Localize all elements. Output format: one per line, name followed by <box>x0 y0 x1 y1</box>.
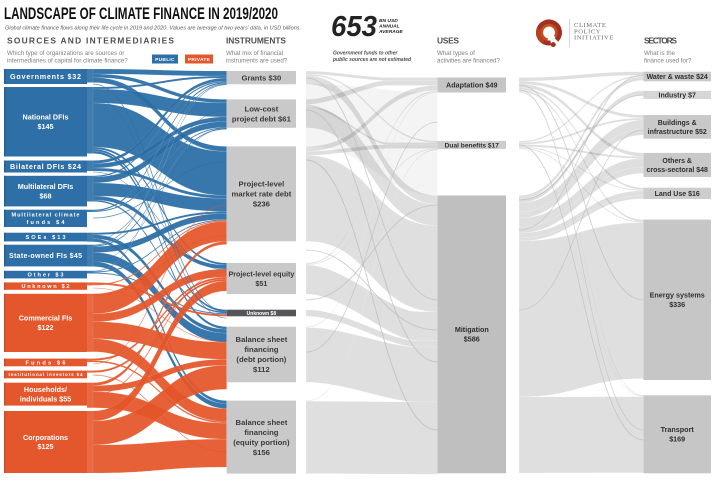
svg-text:project debt $61: project debt $61 <box>232 114 292 123</box>
svg-text:USES: USES <box>437 36 459 46</box>
svg-text:CLIMATE: CLIMATE <box>574 22 606 29</box>
svg-text:Buildings &: Buildings & <box>658 120 697 127</box>
svg-text:instruments are used?: instruments are used? <box>226 57 288 64</box>
svg-text:Project-level: Project-level <box>239 180 285 189</box>
svg-text:Unknown $2: Unknown $2 <box>22 284 70 290</box>
svg-text:Grants $30: Grants $30 <box>242 73 282 82</box>
svg-text:Adaptation $49: Adaptation $49 <box>446 81 498 90</box>
svg-text:Industry $7: Industry $7 <box>659 92 696 99</box>
svg-text:Low-cost: Low-cost <box>245 104 279 113</box>
svg-text:finance used for?: finance used for? <box>644 57 692 64</box>
svg-text:Others &: Others & <box>662 158 692 165</box>
svg-text:BN USD: BN USD <box>379 18 398 24</box>
svg-text:SECTORS: SECTORS <box>644 36 677 46</box>
svg-text:Multilateral DFIs: Multilateral DFIs <box>18 182 74 191</box>
svg-text:$112: $112 <box>253 365 270 374</box>
svg-text:State-owned FIs $45: State-owned FIs $45 <box>9 253 82 260</box>
svg-text:LANDSCAPE OF CLIMATE FINANCE I: LANDSCAPE OF CLIMATE FINANCE IN 2019/202… <box>4 5 278 23</box>
svg-text:Water & waste $24: Water & waste $24 <box>647 74 708 81</box>
svg-text:PRIVATE: PRIVATE <box>188 57 211 63</box>
svg-text:653: 653 <box>331 11 377 43</box>
svg-text:public sources are not estimat: public sources are not estimated <box>332 57 412 63</box>
svg-text:Households/: Households/ <box>24 385 67 394</box>
svg-text:AVERAGE: AVERAGE <box>378 29 404 35</box>
svg-text:POLICY: POLICY <box>574 28 601 35</box>
svg-text:$122: $122 <box>38 323 54 332</box>
svg-text:(debt portion): (debt portion) <box>236 355 286 364</box>
svg-text:Balance sheet: Balance sheet <box>236 335 288 344</box>
svg-text:(equity portion): (equity portion) <box>233 438 290 447</box>
svg-text:$169: $169 <box>669 435 685 444</box>
svg-text:activities are financed?: activities are financed? <box>437 57 501 64</box>
svg-text:Mitigation: Mitigation <box>455 325 489 334</box>
svg-text:Which type of organizations ar: Which type of organizations are sources … <box>7 50 124 57</box>
svg-text:financing: financing <box>244 345 278 354</box>
svg-text:PUBLIC: PUBLIC <box>155 57 175 63</box>
svg-text:$586: $586 <box>464 335 480 344</box>
svg-text:Multilateral climate: Multilateral climate <box>12 213 80 219</box>
svg-text:$336: $336 <box>669 300 685 309</box>
svg-text:Government funds to other: Government funds to other <box>333 51 399 57</box>
svg-text:Dual benefits $17: Dual benefits $17 <box>445 142 500 149</box>
svg-text:Land Use $16: Land Use $16 <box>655 191 700 198</box>
svg-text:Other $3: Other $3 <box>28 273 64 279</box>
svg-text:intermediaries of capital for: intermediaries of capital for climate fi… <box>7 57 128 64</box>
svg-text:Global climate finance flows a: Global climate finance flows along their… <box>5 26 301 32</box>
svg-text:INSTRUMENTS: INSTRUMENTS <box>226 36 286 46</box>
svg-text:Project-level equity: Project-level equity <box>228 269 294 278</box>
svg-text:INITIATIVE: INITIATIVE <box>574 35 614 42</box>
svg-text:Commercial FIs: Commercial FIs <box>19 314 73 323</box>
svg-text:market rate debt: market rate debt <box>231 190 291 199</box>
svg-text:What is the: What is the <box>644 50 676 57</box>
svg-text:$236: $236 <box>253 200 270 209</box>
svg-text:Funds $6: Funds $6 <box>26 360 66 366</box>
svg-text:$68: $68 <box>40 191 52 200</box>
svg-text:$156: $156 <box>253 448 270 457</box>
svg-text:National DFIs: National DFIs <box>23 113 69 122</box>
svg-text:individuals $55: individuals $55 <box>20 394 72 403</box>
svg-text:Unknown $8: Unknown $8 <box>247 311 277 317</box>
svg-text:$51: $51 <box>255 279 267 288</box>
svg-text:SOEs $13: SOEs $13 <box>26 235 66 241</box>
svg-text:Corporations: Corporations <box>23 433 68 442</box>
svg-text:Governments $32: Governments $32 <box>10 72 81 81</box>
svg-text:financing: financing <box>244 428 278 437</box>
svg-text:Bilateral DFIs $24: Bilateral DFIs $24 <box>10 162 81 171</box>
svg-text:What mix of financial: What mix of financial <box>226 50 283 57</box>
svg-text:SOURCES AND INTERMEDIARIES: SOURCES AND INTERMEDIARIES <box>7 36 174 46</box>
svg-text:infrastructure $52: infrastructure $52 <box>648 129 707 136</box>
svg-text:cross-sectoral $48: cross-sectoral $48 <box>646 167 708 174</box>
svg-text:Energy systems: Energy systems <box>650 291 705 300</box>
svg-text:Transport: Transport <box>661 425 695 434</box>
svg-text:What types of: What types of <box>437 50 475 57</box>
svg-text:Institutional investors $4: Institutional investors $4 <box>9 372 83 377</box>
svg-text:$145: $145 <box>38 122 54 131</box>
svg-text:Balance sheet: Balance sheet <box>236 418 288 427</box>
svg-text:$125: $125 <box>38 442 54 451</box>
svg-text:ANNUAL: ANNUAL <box>378 24 400 30</box>
